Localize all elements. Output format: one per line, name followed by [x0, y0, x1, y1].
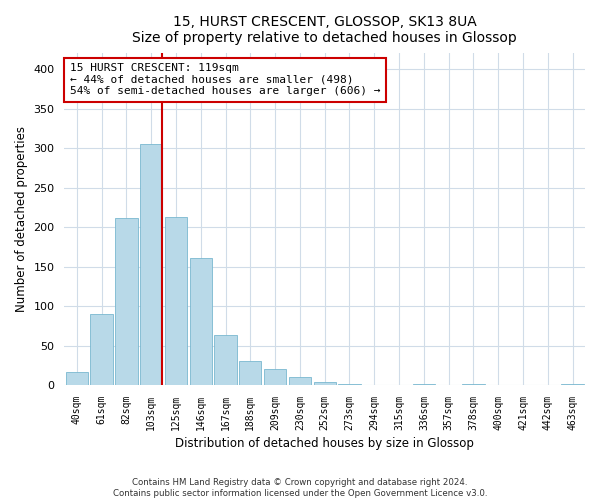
Bar: [413, 384, 435, 385]
Bar: [165, 217, 187, 385]
Bar: [214, 336, 236, 385]
Bar: [115, 218, 137, 385]
Title: 15, HURST CRESCENT, GLOSSOP, SK13 8UA
Size of property relative to detached hous: 15, HURST CRESCENT, GLOSSOP, SK13 8UA Si…: [133, 15, 517, 45]
Bar: [140, 144, 163, 385]
Bar: [562, 384, 584, 385]
Bar: [338, 384, 361, 385]
Bar: [91, 314, 113, 385]
Y-axis label: Number of detached properties: Number of detached properties: [15, 126, 28, 312]
Bar: [65, 372, 88, 385]
Bar: [239, 362, 262, 385]
Text: Contains HM Land Registry data © Crown copyright and database right 2024.
Contai: Contains HM Land Registry data © Crown c…: [113, 478, 487, 498]
Bar: [190, 258, 212, 385]
Bar: [314, 382, 336, 385]
Bar: [289, 377, 311, 385]
Text: 15 HURST CRESCENT: 119sqm
← 44% of detached houses are smaller (498)
54% of semi: 15 HURST CRESCENT: 119sqm ← 44% of detac…: [70, 64, 380, 96]
X-axis label: Distribution of detached houses by size in Glossop: Distribution of detached houses by size …: [175, 437, 474, 450]
Bar: [462, 384, 485, 385]
Bar: [264, 370, 286, 385]
